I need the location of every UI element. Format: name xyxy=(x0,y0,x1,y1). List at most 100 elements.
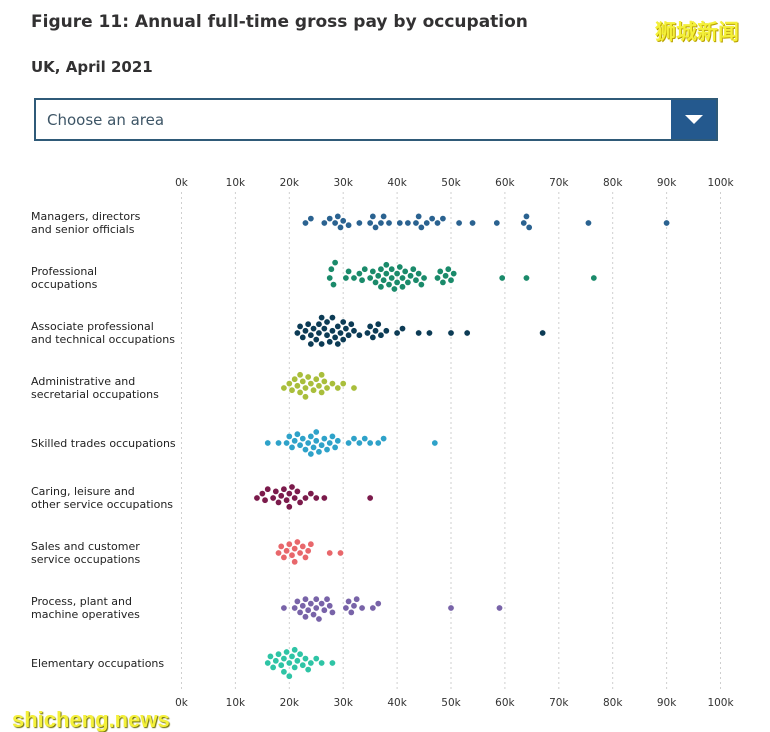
data-point[interactable] xyxy=(304,373,312,381)
data-point[interactable] xyxy=(288,443,296,451)
data-point[interactable] xyxy=(307,600,315,608)
data-point[interactable] xyxy=(315,329,323,337)
data-point[interactable] xyxy=(310,325,318,333)
data-point[interactable] xyxy=(590,274,598,282)
data-point[interactable] xyxy=(277,661,285,669)
data-point[interactable] xyxy=(296,650,304,658)
data-point[interactable] xyxy=(339,336,347,344)
data-point[interactable] xyxy=(345,331,353,339)
data-point[interactable] xyxy=(366,274,374,282)
data-point[interactable] xyxy=(310,611,318,619)
data-point[interactable] xyxy=(369,212,377,220)
data-point[interactable] xyxy=(291,375,299,383)
data-point[interactable] xyxy=(291,545,299,553)
data-point[interactable] xyxy=(388,274,396,282)
data-point[interactable] xyxy=(377,265,385,273)
data-point[interactable] xyxy=(307,450,315,458)
data-point[interactable] xyxy=(312,336,320,344)
data-point[interactable] xyxy=(318,371,326,379)
data-point[interactable] xyxy=(398,325,406,333)
data-point[interactable] xyxy=(377,283,385,291)
data-point[interactable] xyxy=(307,432,315,440)
data-point[interactable] xyxy=(275,498,283,506)
data-point[interactable] xyxy=(269,494,277,502)
data-point[interactable] xyxy=(315,382,323,390)
data-point[interactable] xyxy=(328,659,336,667)
data-point[interactable] xyxy=(283,547,291,555)
data-point[interactable] xyxy=(350,435,358,443)
data-point[interactable] xyxy=(312,604,320,612)
data-point[interactable] xyxy=(293,382,301,390)
data-point[interactable] xyxy=(377,331,385,339)
data-point[interactable] xyxy=(285,672,293,680)
data-point[interactable] xyxy=(285,659,293,667)
data-point[interactable] xyxy=(353,595,361,603)
data-point[interactable] xyxy=(363,329,371,337)
data-point[interactable] xyxy=(288,386,296,394)
data-point[interactable] xyxy=(275,439,283,447)
data-point[interactable] xyxy=(323,384,331,392)
data-point[interactable] xyxy=(334,437,342,445)
data-point[interactable] xyxy=(369,604,377,612)
data-point[interactable] xyxy=(434,219,442,227)
data-point[interactable] xyxy=(382,270,390,278)
data-point[interactable] xyxy=(293,538,301,546)
data-point[interactable] xyxy=(431,439,439,447)
data-point[interactable] xyxy=(285,432,293,440)
data-point[interactable] xyxy=(331,259,339,267)
data-point[interactable] xyxy=(366,439,374,447)
data-point[interactable] xyxy=(323,318,331,326)
data-point[interactable] xyxy=(312,595,320,603)
data-point[interactable] xyxy=(280,553,288,561)
data-point[interactable] xyxy=(329,281,337,289)
data-point[interactable] xyxy=(299,333,307,341)
data-point[interactable] xyxy=(307,380,315,388)
data-point[interactable] xyxy=(496,604,504,612)
data-point[interactable] xyxy=(301,613,309,621)
data-point[interactable] xyxy=(347,608,355,616)
data-point[interactable] xyxy=(315,448,323,456)
data-point[interactable] xyxy=(307,540,315,548)
data-point[interactable] xyxy=(318,659,326,667)
data-point[interactable] xyxy=(253,494,261,502)
data-point[interactable] xyxy=(326,274,334,282)
data-point[interactable] xyxy=(334,384,342,392)
data-point[interactable] xyxy=(288,483,296,491)
data-point[interactable] xyxy=(264,439,272,447)
data-point[interactable] xyxy=(350,274,358,282)
data-point[interactable] xyxy=(374,272,382,280)
area-select-dropdown-button[interactable] xyxy=(671,100,716,139)
data-point[interactable] xyxy=(326,549,334,557)
data-point[interactable] xyxy=(307,340,315,348)
data-point[interactable] xyxy=(372,278,380,286)
data-point[interactable] xyxy=(320,325,328,333)
data-point[interactable] xyxy=(366,494,374,502)
data-point[interactable] xyxy=(663,219,671,227)
data-point[interactable] xyxy=(266,652,274,660)
data-point[interactable] xyxy=(374,320,382,328)
data-point[interactable] xyxy=(328,380,336,388)
data-point[interactable] xyxy=(372,327,380,335)
data-point[interactable] xyxy=(272,657,280,665)
data-point[interactable] xyxy=(455,219,463,227)
data-point[interactable] xyxy=(296,441,304,449)
data-point[interactable] xyxy=(369,267,377,275)
data-point[interactable] xyxy=(312,428,320,436)
data-point[interactable] xyxy=(283,496,291,504)
data-point[interactable] xyxy=(320,494,328,502)
data-point[interactable] xyxy=(404,278,412,286)
data-point[interactable] xyxy=(301,219,309,227)
data-point[interactable] xyxy=(304,439,312,447)
data-point[interactable] xyxy=(285,490,293,498)
data-point[interactable] xyxy=(417,223,425,231)
data-point[interactable] xyxy=(398,283,406,291)
data-point[interactable] xyxy=(293,487,301,495)
data-point[interactable] xyxy=(450,270,458,278)
data-point[interactable] xyxy=(522,274,530,282)
data-point[interactable] xyxy=(447,329,455,337)
data-point[interactable] xyxy=(404,219,412,227)
data-point[interactable] xyxy=(337,549,345,557)
data-point[interactable] xyxy=(337,329,345,337)
data-point[interactable] xyxy=(382,261,390,269)
data-point[interactable] xyxy=(469,219,477,227)
